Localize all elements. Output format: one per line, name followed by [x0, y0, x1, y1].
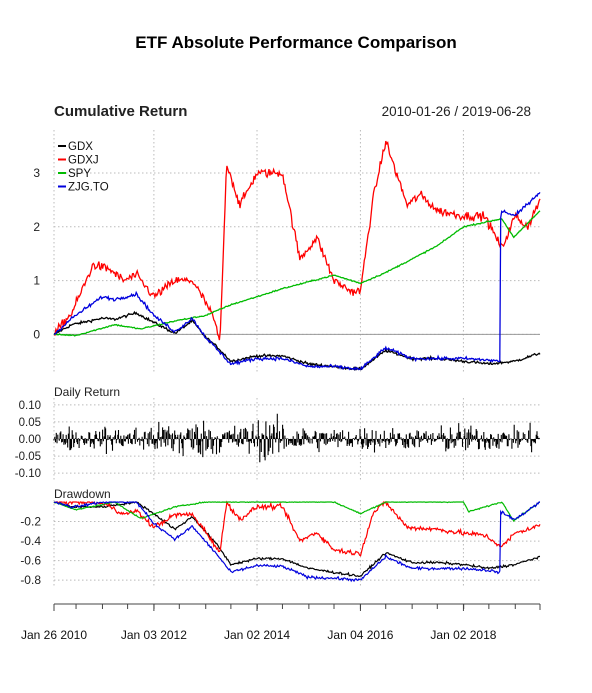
y-tick-label-dd: -0.6 [20, 554, 41, 568]
y-tick-label-cum: 1 [33, 274, 40, 288]
legend-label-SPY: SPY [68, 168, 91, 180]
chart-title: ETF Absolute Performance Comparison [135, 33, 456, 52]
x-tick-label: Jan 02 2014 [224, 628, 290, 642]
y-tick-label-daily: -0.05 [15, 451, 41, 463]
daily-return-panel: 0.10 0.05 0.00 -0.05 -0.10 [15, 400, 540, 480]
y-tick-label-daily: 0.05 [19, 417, 41, 429]
legend-label-GDXJ: GDXJ [68, 155, 99, 167]
drawdown-panel: -0.2 -0.4 -0.6 -0.8 [20, 500, 541, 587]
x-axis: Jan 26 2010 Jan 03 2012 Jan 02 2014 Jan 04 … [21, 603, 541, 642]
cumulative-return-title: Cumulative Return [54, 103, 187, 120]
legend-label-GDX: GDX [68, 141, 93, 153]
series-line-cum-ZJG.TO [53, 192, 541, 371]
y-tick-label-cum: 3 [33, 166, 40, 180]
x-tick-label: Jan 02 2018 [430, 628, 496, 642]
date-range-label: 2010-01-26 / 2019-06-28 [382, 104, 531, 119]
y-tick-label-dd: -0.8 [20, 573, 41, 587]
series-line-cum-SPY [53, 210, 541, 337]
y-tick-label-daily: -0.10 [15, 468, 41, 480]
y-tick-label-dd: -0.4 [20, 534, 41, 548]
y-tick-label-cum: 2 [33, 220, 40, 234]
y-tick-label-daily: 0.10 [19, 400, 41, 412]
cumulative-return-panel: 0 1 2 3 [33, 140, 541, 372]
legend-label-ZJG.TO: ZJG.TO [68, 182, 109, 194]
y-tick-label-daily: 0.00 [19, 434, 41, 446]
series-line-dd-SPY [53, 501, 541, 523]
series-line-dd-ZJG.TO [53, 501, 540, 583]
series-line-cum-GDXJ [53, 140, 541, 341]
y-tick-label-dd: -0.2 [20, 515, 41, 529]
x-tick-label: Jan 03 2012 [121, 628, 187, 642]
x-tick-label: Jan 26 2010 [21, 628, 87, 642]
series-line-cum-GDX [53, 310, 541, 372]
series-line-dd-GDXJ [53, 500, 541, 557]
drawdown-title: Drawdown [54, 487, 111, 501]
daily-return-title: Daily Return [54, 385, 120, 399]
y-tick-label-cum: 0 [33, 327, 40, 341]
daily-return-bars [53, 413, 540, 463]
x-tick-label: Jan 04 2016 [327, 628, 393, 642]
